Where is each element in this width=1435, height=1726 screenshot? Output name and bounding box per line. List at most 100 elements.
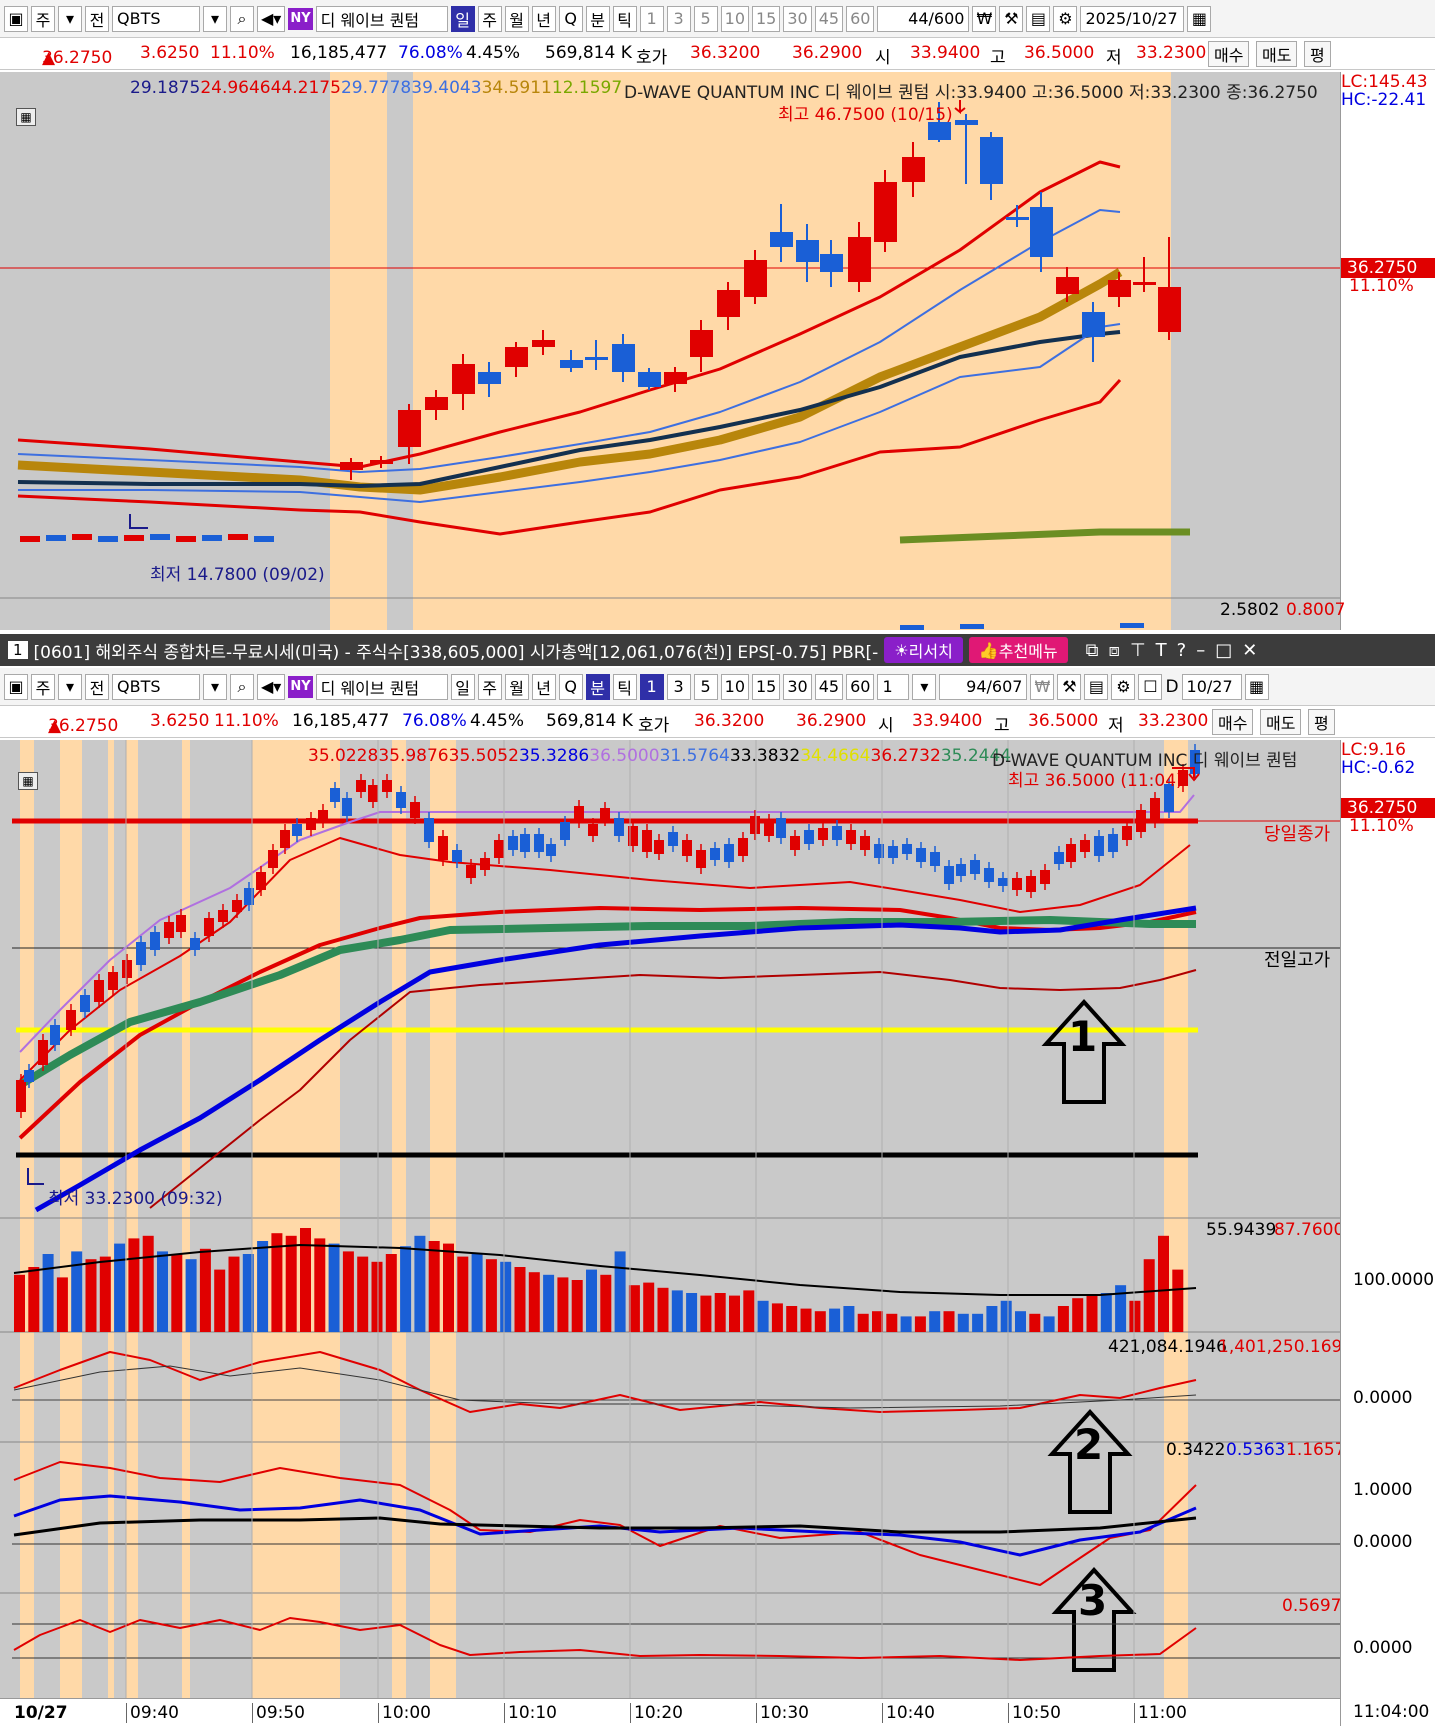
bid-label: 호가 <box>636 48 668 68</box>
period-month-2[interactable]: 월 <box>504 673 529 700</box>
intraday-candle-body <box>764 820 774 836</box>
period-minute[interactable]: 분 <box>585 5 610 32</box>
interval-15-2[interactable]: 15 <box>752 673 781 700</box>
interval-60-2[interactable]: 60 <box>846 673 875 700</box>
volume-bar <box>714 1293 726 1332</box>
interval-15[interactable]: 15 <box>752 5 781 32</box>
interval-60[interactable]: 60 <box>846 5 875 32</box>
daily-ma-navy <box>17 330 1121 488</box>
buy-button[interactable]: 매수 <box>1208 41 1250 67</box>
currency-icon-2[interactable]: ₩ <box>1030 673 1055 700</box>
save-icon-2[interactable]: ▤ <box>1084 673 1109 700</box>
window-tile-icon[interactable]: ⧉ <box>1085 639 1109 661</box>
up-arrow-icon-1 <box>1041 999 1127 1104</box>
stock-name-field[interactable]: 디 웨이브 퀀텀 <box>315 5 448 32</box>
interval-10[interactable]: 10 <box>720 5 749 32</box>
d-checkbox[interactable]: ☐ <box>1138 673 1163 700</box>
daily-volume-bar <box>1120 623 1144 628</box>
layout-icon-2[interactable]: ▣ <box>4 673 28 700</box>
interval-5-2[interactable]: 5 <box>693 673 718 700</box>
volume-bar <box>114 1243 126 1332</box>
intraday-chart[interactable]: 36.400036.000035.600035.200034.800034.40… <box>0 740 1435 1726</box>
interval-1[interactable]: 1 <box>639 5 664 32</box>
tab-selector[interactable]: 주 <box>31 5 55 32</box>
avg-button[interactable]: 평 <box>1304 41 1331 67</box>
close-icon[interactable]: ✕ <box>1242 639 1268 661</box>
calendar-icon-2[interactable]: ▦ <box>1244 673 1269 700</box>
mode-button[interactable]: 전 <box>85 5 109 32</box>
buy-button-2[interactable]: 매수 <box>1212 709 1254 735</box>
interval-5[interactable]: 5 <box>693 5 718 32</box>
pin-icon[interactable]: ⊤ <box>1129 639 1156 661</box>
interval-1-2[interactable]: 1 <box>639 673 664 700</box>
count-field-2[interactable]: 94/607 <box>939 673 1028 700</box>
period-quarter[interactable]: Q <box>558 5 583 32</box>
symbol-dropdown-icon-2[interactable]: ▾ <box>203 673 227 700</box>
search-icon[interactable]: ⌕ <box>230 5 254 32</box>
tab-selector-2[interactable]: 주 <box>31 673 55 700</box>
calendar-icon[interactable]: ▦ <box>1187 5 1212 32</box>
period-tick[interactable]: 틱 <box>612 5 637 32</box>
chart-settings-icon[interactable]: ▦ <box>16 108 36 126</box>
minimize-icon[interactable]: – <box>1196 639 1216 661</box>
research-button[interactable]: ☀ 리서치 <box>884 637 963 663</box>
chart-settings-icon-2[interactable]: ▦ <box>18 772 38 790</box>
window-cascade-icon[interactable]: ⧈ <box>1108 639 1130 661</box>
gear-icon[interactable]: ⚙ <box>1053 5 1078 32</box>
avg-button-2[interactable]: 평 <box>1308 709 1335 735</box>
layout-icon[interactable]: ▣ <box>4 5 28 32</box>
volume-bar <box>929 1311 941 1332</box>
daily-low-note: 최저 14.7800 (09/02) <box>150 565 325 585</box>
search-icon-2[interactable]: ⌕ <box>230 673 254 700</box>
mode-button-2[interactable]: 전 <box>85 673 109 700</box>
interval-3-2[interactable]: 3 <box>666 673 691 700</box>
volume-bar <box>171 1254 183 1332</box>
symbol-input-2[interactable]: QBTS <box>112 673 200 700</box>
period-tick-2[interactable]: 틱 <box>612 673 637 700</box>
help-icon[interactable]: ? <box>1176 639 1197 661</box>
interval-45-2[interactable]: 45 <box>814 673 844 700</box>
tab-dropdown-icon[interactable]: ▾ <box>58 5 82 32</box>
symbol-dropdown-icon[interactable]: ▾ <box>203 5 227 32</box>
stock-name-field-2[interactable]: 디 웨이브 퀀텀 <box>315 673 448 700</box>
x-axis-date: 10/27 <box>14 1703 68 1723</box>
tab-dropdown-icon-2[interactable]: ▾ <box>58 673 82 700</box>
period-year-2[interactable]: 년 <box>531 673 556 700</box>
interval-10-2[interactable]: 10 <box>720 673 749 700</box>
unit-field[interactable]: 1 <box>877 673 910 700</box>
maximize-icon[interactable]: □ <box>1215 639 1243 661</box>
gear-icon-2[interactable]: ⚙ <box>1111 673 1136 700</box>
recommend-menu-button[interactable]: 👍 추천메뉴 <box>968 637 1068 663</box>
save-icon[interactable]: ▤ <box>1026 5 1051 32</box>
sell-button[interactable]: 매도 <box>1256 41 1298 67</box>
period-quarter-2[interactable]: Q <box>558 673 583 700</box>
period-day[interactable]: 일 <box>450 5 475 32</box>
daily-legend-value-2: 44.2175 <box>270 78 341 98</box>
interval-3[interactable]: 3 <box>666 5 691 32</box>
period-month[interactable]: 월 <box>504 5 529 32</box>
period-minute-2[interactable]: 분 <box>585 673 610 700</box>
interval-30-2[interactable]: 30 <box>783 673 812 700</box>
date-field[interactable]: 2025/10/27 <box>1080 5 1185 32</box>
symbol-input[interactable]: QBTS <box>112 5 200 32</box>
daily-candle-body-small <box>228 534 248 540</box>
date-field-2[interactable]: 10/27 <box>1181 673 1242 700</box>
speaker-icon[interactable]: ◀▾ <box>257 5 286 32</box>
period-year[interactable]: 년 <box>531 5 556 32</box>
period-week-2[interactable]: 주 <box>477 673 502 700</box>
period-day-2[interactable]: 일 <box>450 673 475 700</box>
speaker-icon-2[interactable]: ◀▾ <box>257 673 286 700</box>
arrow-label-1: 1 <box>1068 1012 1098 1061</box>
count-field[interactable]: 44/600 <box>877 5 970 32</box>
daily-chart[interactable]: 47.500045.000042.500040.000037.500035.00… <box>0 72 1435 630</box>
interval-45[interactable]: 45 <box>814 5 844 32</box>
interval-30[interactable]: 30 <box>783 5 812 32</box>
sell-button-2[interactable]: 매도 <box>1260 709 1302 735</box>
unit-dropdown-icon[interactable]: ▾ <box>912 673 937 700</box>
bid-price-2: 36.2900 <box>796 711 867 731</box>
font-icon[interactable]: T <box>1155 639 1177 661</box>
draw-tool-icon[interactable]: ⚒ <box>999 5 1024 32</box>
draw-tool-icon-2[interactable]: ⚒ <box>1057 673 1082 700</box>
currency-icon[interactable]: ₩ <box>972 5 997 32</box>
period-week[interactable]: 주 <box>477 5 502 32</box>
